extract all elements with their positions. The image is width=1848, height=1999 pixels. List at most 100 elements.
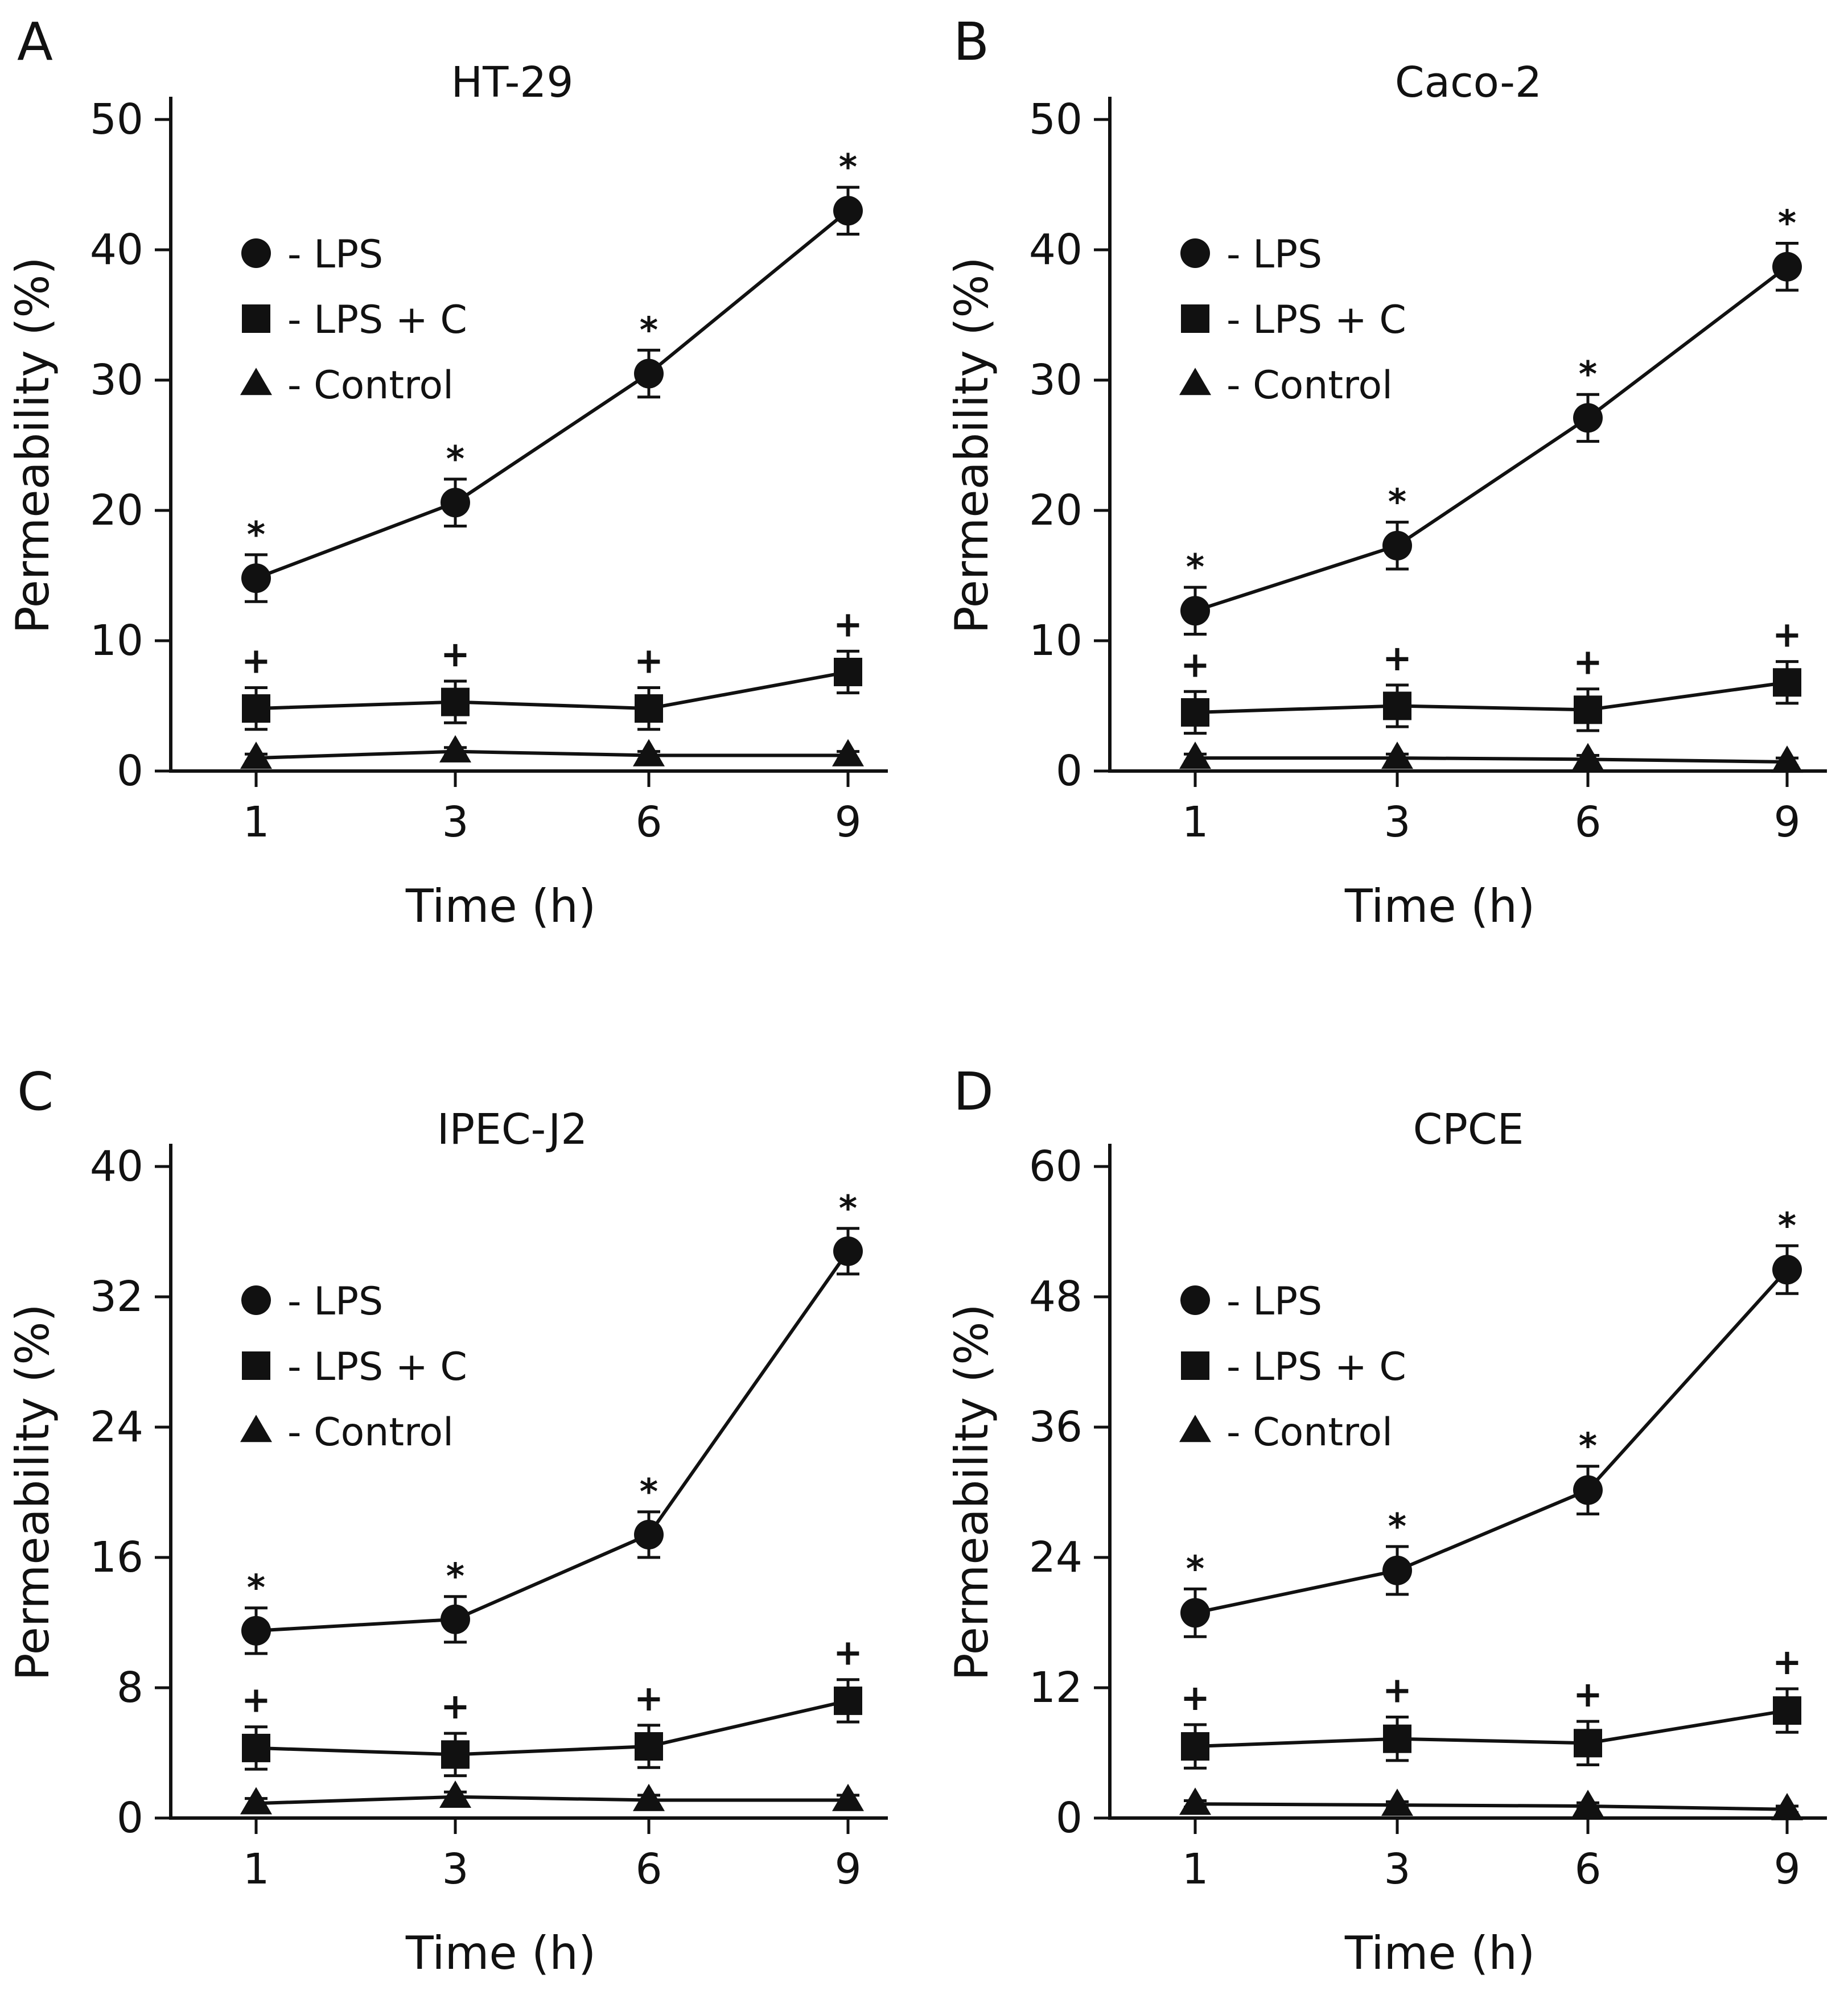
x-axis-title: Time (h)	[1344, 880, 1535, 933]
series-line	[1195, 681, 1788, 714]
panel-a: A HT-29 0 10 20 30 40 50 1 3 6 9 Time (h) Permeabilit…	[6, 11, 888, 933]
data-point	[1180, 1598, 1210, 1628]
series-line	[1195, 265, 1788, 613]
series-circle: * * * *	[1180, 203, 1802, 636]
series-line	[256, 749, 848, 760]
significance-star: *	[640, 1471, 658, 1512]
y-tick-label: 12	[1029, 1663, 1083, 1712]
y-tick-label: 0	[1056, 1794, 1083, 1843]
significance-star: *	[1778, 1205, 1796, 1246]
data-point	[834, 1686, 862, 1715]
y-tick-label: 30	[1029, 356, 1083, 405]
data-point	[1382, 1555, 1412, 1585]
series-line	[256, 1699, 849, 1757]
significance-star: *	[640, 309, 658, 351]
data-point	[1572, 1790, 1604, 1817]
significance-plus: +	[441, 1685, 470, 1727]
x-tick-label: 9	[834, 798, 861, 847]
series-square: + + + +	[1180, 1641, 1802, 1770]
significance-plus: +	[1772, 614, 1802, 656]
significance-plus: +	[833, 1632, 863, 1674]
significance-plus: +	[241, 640, 271, 681]
data-point	[441, 1604, 470, 1634]
legend-circle-marker	[241, 238, 271, 268]
significance-star: *	[1778, 203, 1796, 244]
series-circle: * * * *	[1180, 1205, 1802, 1638]
data-point	[634, 358, 664, 389]
panel-c: C IPEC-J2 0 8 16 24 32 40 1 3 6 9 Time (h) Permeabili…	[6, 1061, 888, 1980]
data-point	[1381, 741, 1413, 769]
data-point	[1179, 741, 1211, 769]
significance-star: *	[1388, 1506, 1406, 1547]
data-point	[441, 1740, 470, 1769]
series-line	[1195, 756, 1788, 764]
legend-circle-marker	[1180, 238, 1210, 268]
data-point	[1181, 1732, 1209, 1761]
panel-title: CPCE	[1413, 1105, 1524, 1154]
x-tick-label: 3	[442, 798, 468, 847]
y-tick-label: 60	[1029, 1142, 1083, 1191]
data-point	[1572, 743, 1604, 770]
x-tick-label: 6	[1574, 1845, 1601, 1894]
data-point	[1382, 530, 1412, 560]
y-tick-label: 20	[1029, 486, 1083, 535]
x-tick-label: 3	[442, 1845, 468, 1894]
x-axis-title: Time (h)	[405, 880, 596, 933]
legend: - LPS - LPS + C - Control	[1179, 1279, 1406, 1455]
data-point	[1383, 1724, 1411, 1753]
legend-entry-label: - LPS + C	[287, 1345, 467, 1390]
series-line	[1195, 1802, 1788, 1811]
y-tick-label: 0	[117, 747, 143, 796]
data-point	[1574, 1729, 1602, 1758]
panel-title: IPEC-J2	[437, 1105, 588, 1154]
legend-circle-marker	[241, 1285, 271, 1315]
x-tick-label: 6	[635, 798, 662, 847]
legend: - LPS - LPS + C - Control	[240, 1279, 467, 1455]
x-axis-title: Time (h)	[1344, 1927, 1535, 1980]
significance-plus: +	[1382, 637, 1412, 679]
series-line	[1195, 1268, 1789, 1615]
series-triangle	[240, 1780, 864, 1815]
y-tick-label: 40	[1029, 225, 1083, 274]
panel-letter: D	[953, 1061, 994, 1122]
data-point	[1179, 1787, 1211, 1815]
y-tick-label: 32	[90, 1272, 143, 1321]
data-point	[1181, 698, 1209, 727]
data-point	[240, 741, 272, 769]
x-tick-label: 3	[1384, 1845, 1410, 1894]
significance-star: *	[1579, 353, 1597, 395]
significance-star: *	[839, 1188, 857, 1229]
panel-title: HT-29	[451, 58, 574, 107]
series-line	[1195, 1709, 1788, 1749]
significance-plus: +	[241, 1679, 271, 1721]
series-triangle	[1179, 741, 1803, 773]
data-point	[832, 739, 864, 766]
legend-circle-marker	[1180, 1285, 1210, 1315]
significance-star: *	[1579, 1425, 1597, 1467]
significance-plus: +	[1772, 1641, 1802, 1683]
legend-square-marker	[242, 1351, 270, 1380]
data-point	[242, 694, 270, 723]
data-point	[634, 1519, 664, 1549]
significance-plus: +	[1180, 644, 1210, 685]
legend-square-marker	[1181, 304, 1209, 333]
data-point	[242, 1733, 270, 1762]
data-point	[1381, 1788, 1413, 1816]
x-tick-label: 1	[242, 1845, 269, 1894]
data-point	[439, 735, 471, 762]
y-tick-label: 10	[90, 616, 143, 665]
legend: - LPS - LPS + C - Control	[1179, 232, 1406, 408]
data-point	[1773, 668, 1801, 697]
legend-entry-label: - LPS	[1226, 1279, 1322, 1324]
significance-plus: +	[1180, 1677, 1210, 1718]
significance-plus: +	[1573, 1674, 1603, 1715]
significance-star: *	[1388, 481, 1406, 523]
data-point	[833, 196, 863, 226]
legend-square-marker	[242, 304, 270, 333]
y-tick-label: 48	[1029, 1272, 1083, 1321]
significance-plus: +	[634, 640, 664, 681]
y-axis-title: Permeability (%)	[945, 1304, 998, 1680]
x-tick-label: 9	[1773, 798, 1800, 847]
series-triangle	[1179, 1787, 1803, 1820]
data-point	[1383, 691, 1411, 720]
